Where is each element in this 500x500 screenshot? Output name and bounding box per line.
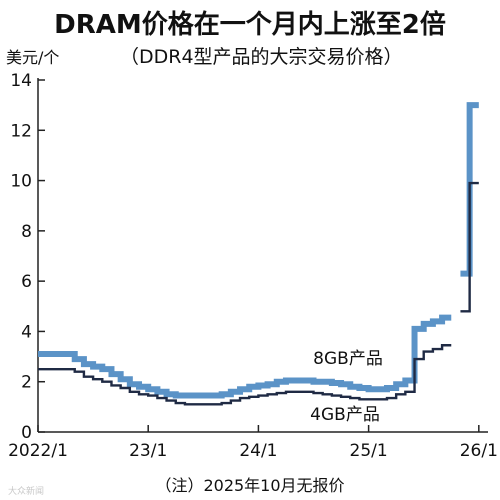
y-tick-label: 14 xyxy=(10,71,32,91)
x-tick-label: 25/1 xyxy=(350,441,388,461)
y-tick-label: 8 xyxy=(21,222,32,242)
y-tick-label: 12 xyxy=(10,121,32,141)
chart-footnote: （注）2025年10月无报价 xyxy=(155,476,345,495)
y-tick-label: 0 xyxy=(21,423,32,443)
x-tick-label: 26/1 xyxy=(460,441,498,461)
series-label-4gb: 4GB产品 xyxy=(310,405,380,425)
x-tick-label: 24/1 xyxy=(239,441,277,461)
source-watermark: 大众新闻 xyxy=(8,487,45,497)
chart-title: DRAM价格在一个月内上涨至2倍 xyxy=(54,10,446,40)
chart-subtitle: （DDR4型产品的大宗交易价格） xyxy=(120,46,403,68)
y-axis-unit-label: 美元/个 xyxy=(6,48,60,67)
x-tick-label: 2022/1 xyxy=(8,441,68,461)
y-tick-label: 2 xyxy=(21,373,32,393)
y-tick-label: 6 xyxy=(21,272,32,292)
series-line-8gb xyxy=(38,314,452,399)
series-line-4gb xyxy=(460,181,479,313)
x-tick-label: 23/1 xyxy=(129,441,167,461)
series-label-8gb: 8GB产品 xyxy=(313,349,383,369)
y-tick-label: 10 xyxy=(10,172,32,192)
y-tick-label: 4 xyxy=(21,322,32,342)
series-line-4gb xyxy=(38,344,452,406)
